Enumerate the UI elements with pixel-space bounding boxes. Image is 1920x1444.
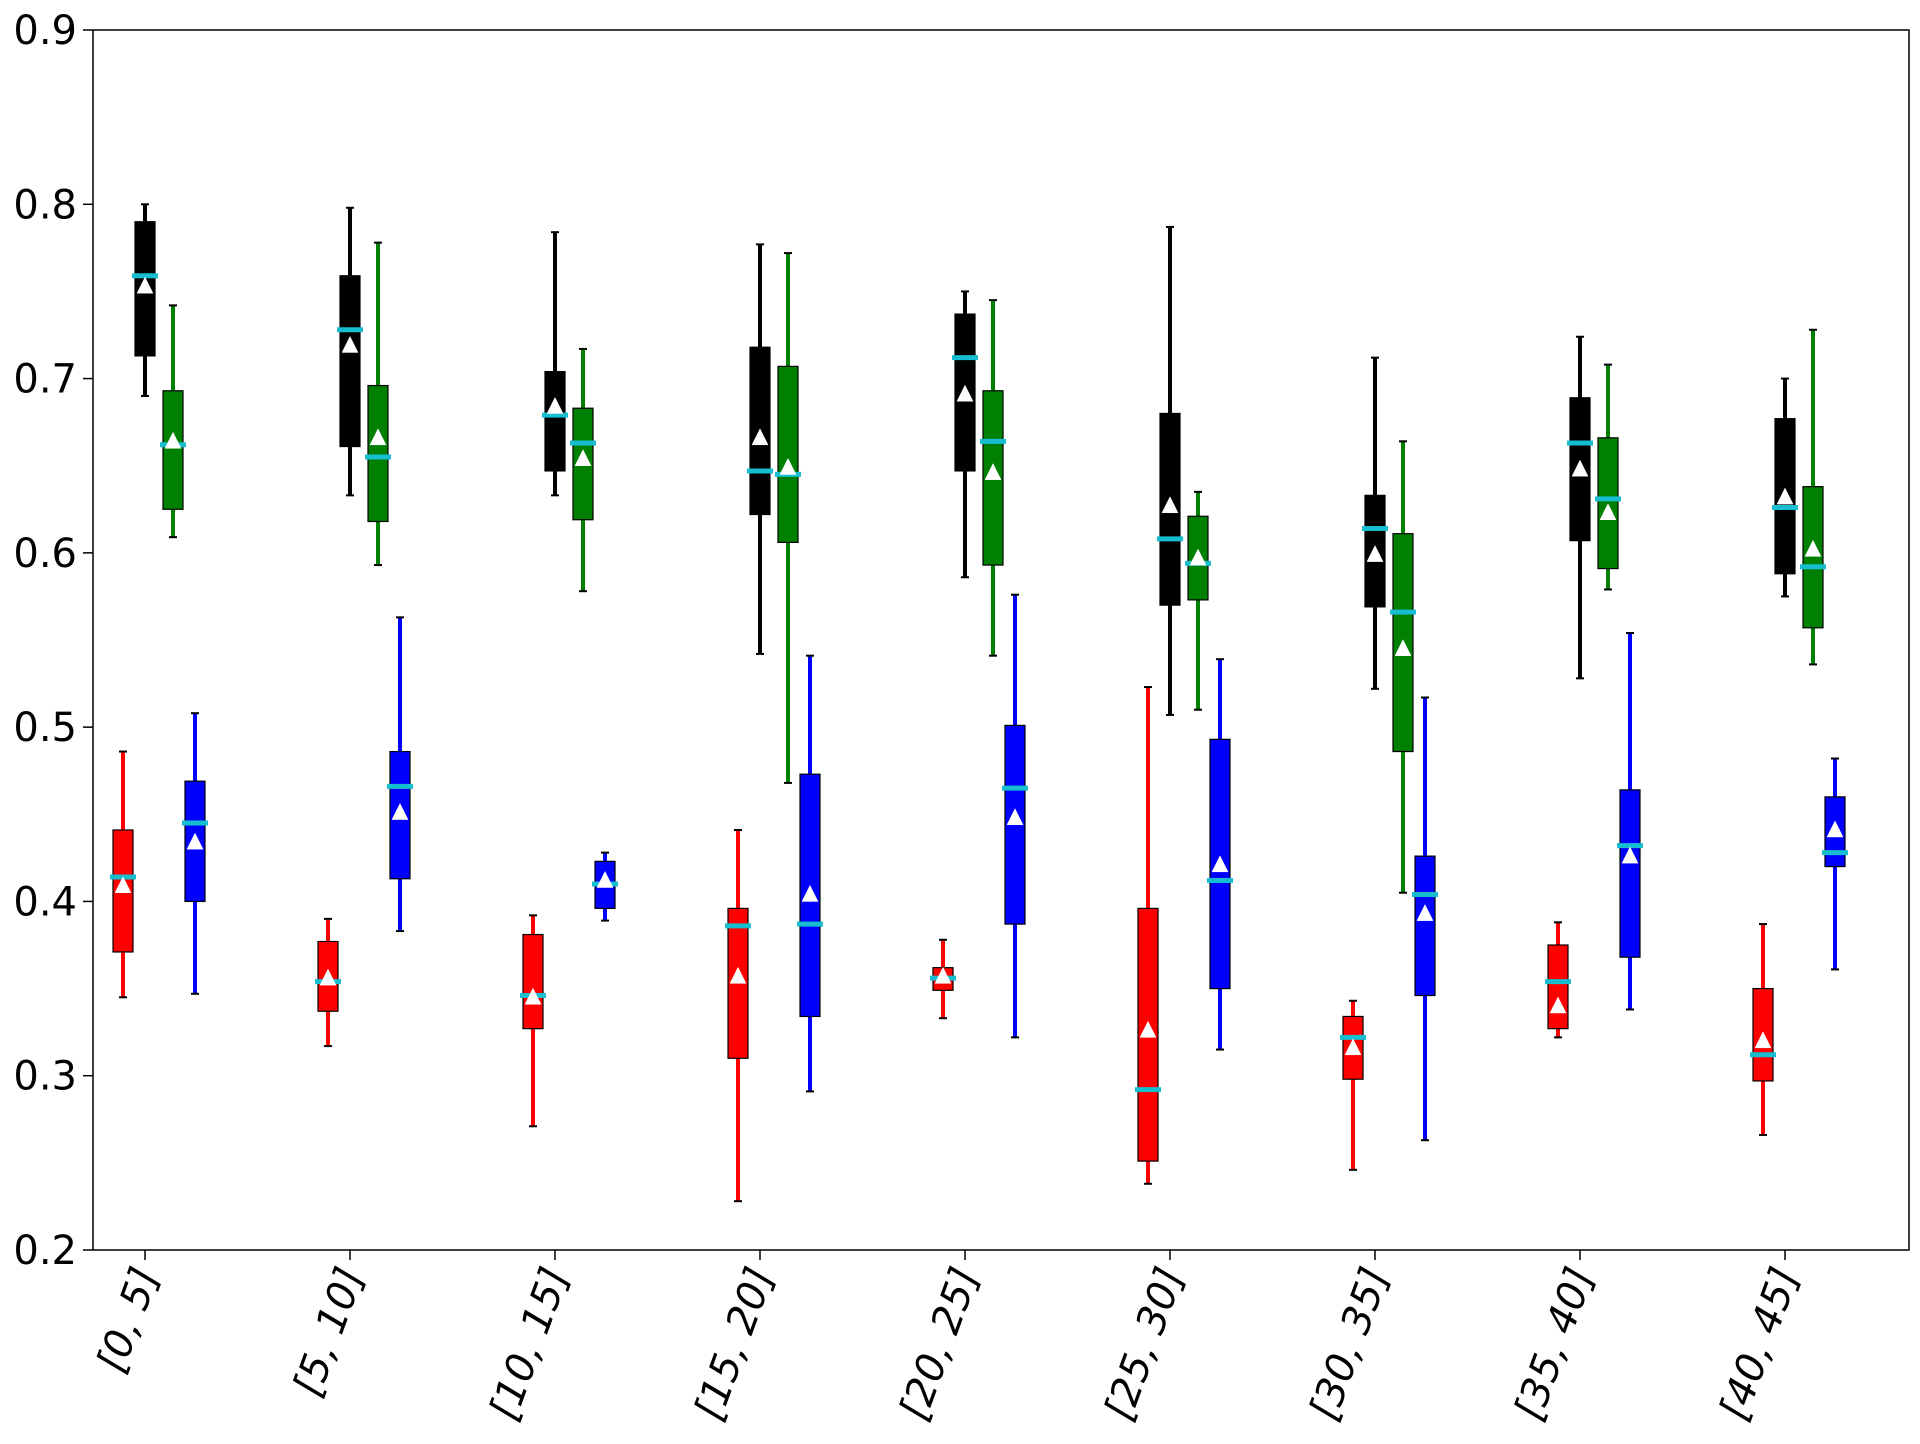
y-tick-label: 0.6 [13, 531, 77, 577]
mean-marker [1394, 639, 1412, 656]
mean-marker [1366, 545, 1384, 562]
chart-marks [110, 203, 1848, 1203]
mean-marker [729, 966, 747, 984]
mean-marker [1599, 503, 1617, 521]
box-series-2-cat-1 [132, 203, 158, 397]
box-iqr [162, 390, 184, 510]
mean-marker [1754, 1031, 1772, 1049]
box-series-2-cat-4 [747, 243, 773, 655]
box-series-4-cat-5 [1002, 593, 1028, 1039]
box-iqr [1597, 437, 1619, 570]
mean-marker [596, 870, 614, 888]
mean-marker [1549, 996, 1567, 1014]
box-iqr [522, 933, 544, 1030]
mean-marker [984, 463, 1002, 480]
box-series-3-cat-5 [980, 299, 1006, 657]
box-series-4-cat-3 [592, 851, 618, 922]
mean-marker [391, 802, 409, 820]
box-series-2-cat-9 [1772, 377, 1798, 598]
mean-marker [1189, 548, 1207, 566]
box-iqr [339, 275, 361, 448]
box-series-1-cat-7 [1340, 999, 1366, 1171]
box-series-1-cat-1 [110, 750, 136, 999]
mean-marker [369, 428, 387, 446]
y-axis: 0.2 0.3 0.4 0.5 0.6 0.7 0.8 0.9 [13, 8, 93, 1274]
box-iqr [367, 384, 389, 523]
mean-marker [164, 431, 182, 449]
mean-marker [341, 335, 359, 353]
box-iqr [1414, 855, 1436, 997]
y-tick-label: 0.2 [13, 1228, 77, 1274]
box-series-3-cat-4 [775, 252, 801, 784]
box-series-1-cat-4 [725, 828, 751, 1203]
box-series-4-cat-8 [1617, 632, 1643, 1011]
box-series-4-cat-6 [1207, 658, 1233, 1051]
box-series-1-cat-8 [1545, 921, 1571, 1039]
mean-marker [1804, 539, 1822, 557]
mean-marker [1211, 855, 1229, 873]
box-series-4-cat-1 [182, 712, 208, 995]
mean-marker [934, 966, 952, 984]
mean-marker [319, 968, 337, 986]
box-series-4-cat-7 [1412, 696, 1438, 1142]
mean-marker [1161, 496, 1179, 514]
box-series-2-cat-7 [1362, 356, 1388, 690]
box-series-2-cat-2 [337, 206, 363, 497]
box-series-2-cat-5 [952, 290, 978, 579]
mean-marker [1006, 808, 1024, 826]
mean-marker [1776, 487, 1794, 505]
mean-marker [1139, 1020, 1157, 1038]
mean-marker [1826, 820, 1844, 838]
mean-marker [779, 457, 797, 475]
box-series-3-cat-3 [570, 347, 596, 593]
y-tick-label: 0.5 [13, 705, 77, 751]
box-series-2-cat-6 [1157, 225, 1183, 716]
box-series-2-cat-3 [542, 231, 568, 497]
plot-frame [92, 29, 1910, 1251]
y-tick-label: 0.3 [13, 1054, 77, 1100]
mean-marker [186, 832, 204, 850]
mean-marker [1621, 846, 1639, 864]
box-series-3-cat-7 [1390, 440, 1416, 894]
box-series-3-cat-6 [1185, 490, 1211, 711]
box-series-3-cat-2 [365, 241, 391, 567]
box-series-1-cat-2 [315, 917, 341, 1048]
mean-marker [136, 276, 154, 294]
box-series-3-cat-9 [1800, 328, 1826, 666]
mean-marker [114, 876, 132, 893]
mean-marker [956, 384, 974, 402]
box-series-1-cat-6 [1135, 686, 1161, 1185]
box-iqr [777, 365, 799, 543]
mean-marker [1416, 904, 1434, 921]
box-iqr [1802, 486, 1824, 629]
y-tick-label: 0.8 [13, 182, 77, 228]
box-series-4-cat-4 [797, 654, 823, 1093]
box-series-1-cat-5 [930, 938, 956, 1020]
box-iqr [1547, 944, 1569, 1030]
y-tick-label: 0.7 [13, 357, 77, 403]
box-iqr [1619, 789, 1641, 958]
y-tick-label: 0.4 [13, 879, 77, 925]
mean-marker [574, 449, 592, 466]
mean-marker [546, 396, 564, 414]
box-series-2-cat-8 [1567, 335, 1593, 680]
box-series-4-cat-2 [387, 616, 413, 933]
mean-marker [1344, 1038, 1362, 1056]
mean-marker [751, 428, 769, 446]
mean-marker [1571, 459, 1589, 477]
box-series-1-cat-9 [1750, 923, 1776, 1136]
box-iqr [544, 371, 566, 472]
box-series-3-cat-1 [160, 304, 186, 539]
box-series-1-cat-3 [520, 914, 546, 1128]
box-series-4-cat-9 [1822, 757, 1848, 971]
mean-marker [524, 987, 542, 1005]
y-tick-label: 0.9 [13, 8, 77, 54]
mean-marker [801, 884, 819, 902]
box-series-3-cat-8 [1595, 363, 1621, 591]
